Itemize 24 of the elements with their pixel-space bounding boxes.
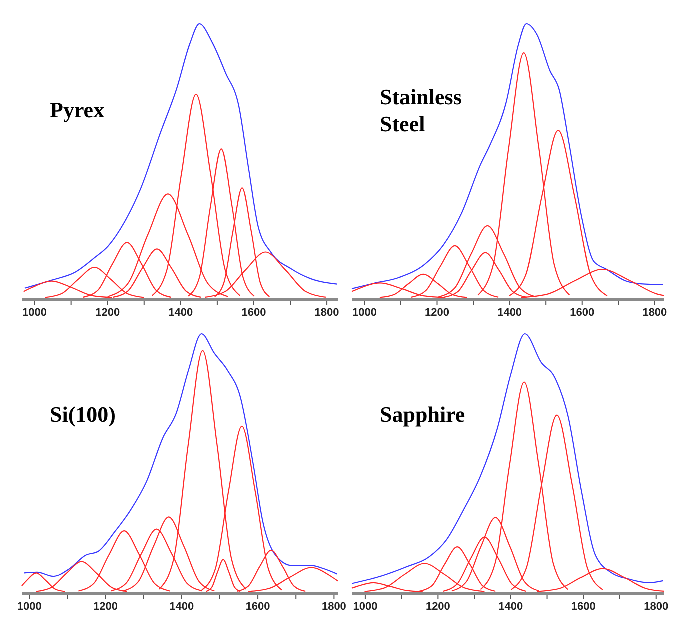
text: Sapphire [380, 402, 466, 427]
x-tick-label: 1200 [425, 307, 450, 319]
x-tick-label: 1000 [352, 307, 377, 319]
x-tick-label: 1000 [353, 601, 378, 613]
text: Stainless Steel [380, 84, 462, 137]
x-tick-label: 1000 [17, 601, 42, 613]
x-tick-label: 1400 [170, 601, 194, 613]
x-tick-label: 1000 [22, 307, 48, 319]
x-tick-label: 1400 [498, 601, 524, 613]
x-tick-label: 1200 [426, 601, 450, 613]
x-tick-label: 1600 [246, 601, 270, 613]
x-tick-label: 1400 [168, 307, 194, 319]
x-tick-label: 1600 [571, 601, 596, 613]
x-tick-label: 1800 [642, 307, 668, 319]
text: Pyrex [50, 98, 105, 123]
x-tick-label: 1800 [644, 601, 669, 613]
x-tick-label: 1200 [96, 307, 120, 319]
x-tick-label: 1400 [498, 307, 522, 319]
x-tick-label: 1200 [94, 601, 118, 613]
x-tick-label: 1800 [314, 307, 340, 319]
x-tick-label: 1800 [322, 601, 346, 613]
x-tick-label: 1600 [570, 307, 595, 319]
x-tick-label: 1600 [242, 307, 266, 319]
text: Si(100) [50, 402, 116, 427]
